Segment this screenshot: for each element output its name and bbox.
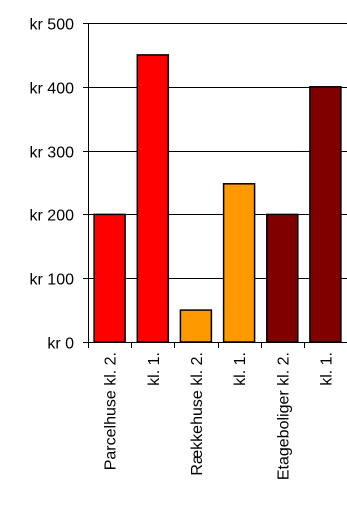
y-tick-label: kr 500: [30, 17, 75, 34]
category-label: Rækkehuse kl. 2.: [189, 352, 206, 476]
bar: [222, 183, 256, 343]
category-label: kl. 1.: [146, 352, 163, 386]
bar: [179, 309, 213, 343]
bar: [93, 213, 126, 343]
category-label: Etageboliger kl. 2.: [275, 352, 292, 480]
bar: [136, 54, 170, 343]
gridlines: [88, 23, 347, 279]
y-tick-labels: kr 0 kr 100 kr 200 kr 300 kr 400 kr 500: [30, 17, 75, 353]
y-tick-label: kr 200: [30, 208, 75, 225]
category-label: kl. 1.: [318, 352, 335, 386]
y-tick-label: kr 400: [30, 81, 75, 98]
category-label: kl. 1.: [232, 352, 249, 386]
bars: [93, 54, 342, 343]
y-tick-label: kr 0: [47, 336, 74, 353]
y-tick-label: kr 100: [30, 272, 75, 289]
bar: [266, 213, 299, 343]
category-label: Parcelhuse kl. 2.: [103, 352, 120, 470]
axes: [83, 23, 347, 348]
category-labels: Parcelhuse kl. 2. kl. 1. Rækkehuse kl. 2. k…: [103, 352, 336, 480]
y-tick-label: kr 300: [30, 145, 75, 162]
bar: [309, 86, 342, 343]
